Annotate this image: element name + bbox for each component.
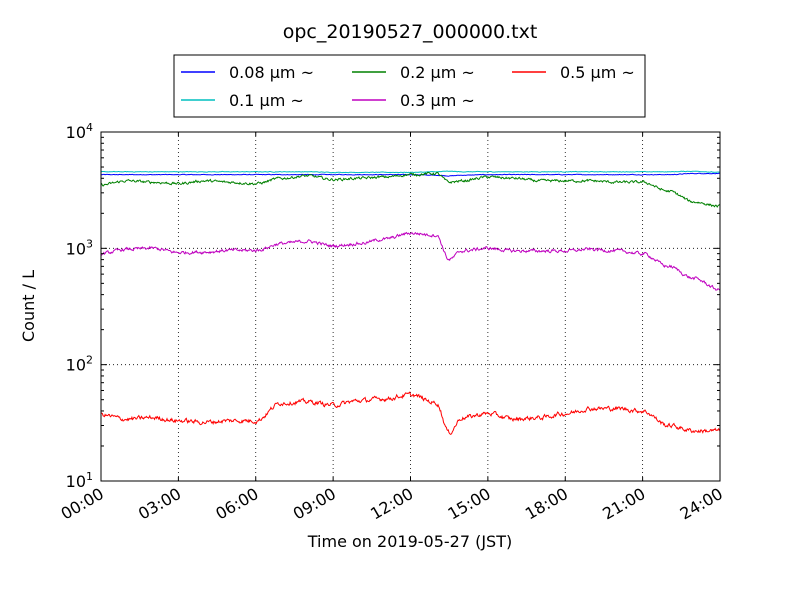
legend-label-4: 0.5 μm ~ — [560, 63, 635, 82]
legend: 0.08 μm ~ 0.1 μm ~ 0.2 μm ~ 0.3 μm ~ 0.5 μm … — [173, 54, 646, 118]
legend-label-0: 0.08 μm ~ — [229, 63, 314, 82]
y-tick-label: 103 — [66, 237, 93, 258]
series-lines — [101, 170, 720, 435]
y-tick-label: 104 — [66, 121, 93, 142]
chart-title: opc_20190527_000000.txt — [283, 21, 538, 43]
series-line-4 — [101, 391, 720, 435]
x-tick-label: 24:00 — [677, 484, 726, 524]
grid-lines — [101, 132, 720, 481]
x-tick-label: 18:00 — [522, 484, 571, 524]
legend-box — [173, 54, 646, 118]
legend-label-1: 0.1 μm ~ — [229, 91, 304, 110]
series-line-3 — [101, 231, 720, 291]
legend-label-3: 0.3 μm ~ — [400, 91, 475, 110]
x-tick-label: 12:00 — [367, 484, 416, 524]
x-tick-labels: 00:00 03:00 06:00 09:00 12:00 15:00 18:00 21:00… — [58, 484, 726, 524]
legend-label-2: 0.2 μm ~ — [400, 63, 475, 82]
series-line-1 — [101, 170, 720, 174]
x-tick-label: 09:00 — [290, 484, 339, 524]
y-tick-label: 102 — [66, 354, 93, 375]
axes — [100, 131, 721, 482]
y-axis-title: Count / L — [19, 270, 38, 342]
x-tick-label: 15:00 — [444, 484, 493, 524]
x-axis-title: Time on 2019-05-27 (JST) — [307, 532, 512, 551]
x-tick-label: 03:00 — [135, 484, 184, 524]
y-tick-label: 101 — [66, 470, 93, 491]
series-line-2 — [101, 171, 720, 208]
y-tick-labels: 101 102 103 104 — [66, 121, 93, 491]
series-line-0 — [101, 172, 720, 177]
x-tick-label: 06:00 — [212, 484, 261, 524]
x-tick-label: 21:00 — [599, 484, 648, 524]
plot-frame — [100, 131, 721, 482]
